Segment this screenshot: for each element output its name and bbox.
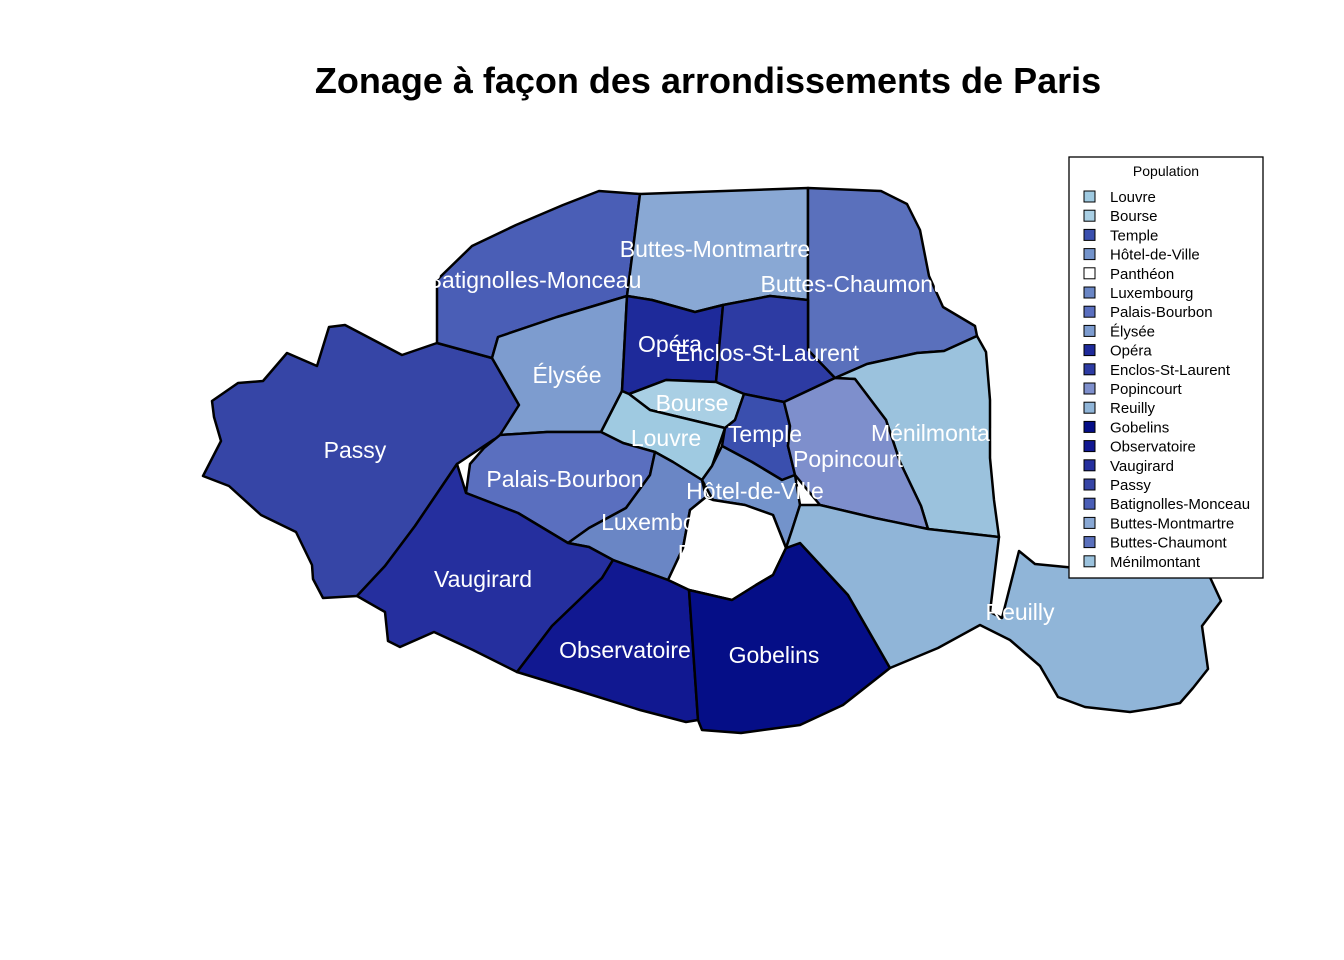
legend: Population Louvre Bourse Temple Hôtel-de-Vi… — [1068, 156, 1264, 579]
legend-swatch-luxembourg — [1083, 286, 1096, 299]
legend-label-pantheon: Panthéon — [1110, 266, 1174, 283]
legend-label-bourse: Bourse — [1110, 208, 1158, 225]
label-pantheon: Panthéon — [678, 540, 776, 566]
legend-label-louvre: Louvre — [1110, 189, 1156, 206]
district-vaugirard — [355, 462, 615, 674]
district-reuilly — [784, 503, 1223, 714]
legend-label-hotel-de-ville: Hôtel-de-Ville — [1110, 247, 1200, 264]
label-batignolles-monceau: Batignolles-Monceau — [427, 267, 642, 293]
legend-label-popincourt: Popincourt — [1110, 381, 1183, 398]
legend-box — [1068, 156, 1264, 579]
district-observatoire — [515, 558, 700, 724]
label-buttes-chaumont: Buttes-Chaumont — [761, 271, 941, 297]
label-observatoire: Observatoire — [559, 637, 691, 663]
legend-swatch-popincourt — [1083, 382, 1096, 395]
district-labels: Passy Batignolles-Monceau Buttes-Montmar… — [324, 236, 1055, 668]
legend-swatch-bourse — [1083, 209, 1096, 222]
label-passy: Passy — [324, 437, 387, 463]
legend-label-passy: Passy — [1110, 477, 1151, 494]
legend-label-batignolles-monceau: Batignolles-Monceau — [1110, 496, 1250, 513]
legend-swatch-palais-bourbon — [1083, 305, 1096, 318]
legend-label-buttes-montmartre: Buttes-Montmartre — [1110, 515, 1234, 532]
legend-label-enclos-st-laurent: Enclos-St-Laurent — [1110, 362, 1231, 379]
legend-swatch-menilmontant — [1083, 555, 1096, 568]
label-buttes-montmartre: Buttes-Montmartre — [620, 236, 810, 262]
legend-label-reuilly: Reuilly — [1110, 400, 1156, 417]
legend-swatch-pantheon — [1083, 267, 1096, 280]
legend-swatch-buttes-chaumont — [1083, 536, 1096, 549]
legend-label-palais-bourbon: Palais-Bourbon — [1110, 304, 1213, 321]
legend-entries: Louvre Bourse Temple Hôtel-de-Ville Panthéon… — [1083, 189, 1250, 571]
legend-label-vaugirard: Vaugirard — [1110, 458, 1174, 475]
legend-swatch-gobelins — [1083, 420, 1096, 433]
label-menilmontant: Ménilmontant — [871, 420, 1010, 446]
legend-title: Population — [1133, 163, 1199, 179]
legend-swatch-hotel-de-ville — [1083, 248, 1096, 261]
label-luxembourg: Luxembourg — [601, 509, 729, 535]
legend-swatch-enclos-st-laurent — [1083, 363, 1096, 376]
legend-swatch-batignolles-monceau — [1083, 497, 1096, 510]
legend-swatch-observatoire — [1083, 440, 1096, 453]
legend-swatch-temple — [1083, 228, 1096, 241]
label-hotel-de-ville: Hôtel-de-Ville — [686, 478, 824, 504]
label-elysee: Élysée — [532, 362, 601, 388]
legend-swatch-reuilly — [1083, 401, 1096, 414]
label-opera: Opéra — [638, 331, 702, 357]
districts — [201, 186, 1223, 735]
map-title: Zonage à façon des arrondissements de Pa… — [315, 60, 1101, 101]
label-temple: Temple — [728, 421, 802, 447]
legend-swatch-opera — [1083, 344, 1096, 357]
legend-swatch-elysee — [1083, 324, 1096, 337]
legend-label-gobelins: Gobelins — [1110, 419, 1169, 436]
label-vaugirard: Vaugirard — [434, 566, 532, 592]
legend-swatch-vaugirard — [1083, 459, 1096, 472]
legend-label-menilmontant: Ménilmontant — [1110, 554, 1201, 571]
legend-label-observatoire: Observatoire — [1110, 439, 1196, 456]
label-louvre: Louvre — [631, 425, 701, 451]
legend-label-temple: Temple — [1110, 227, 1158, 244]
label-gobelins: Gobelins — [729, 642, 820, 668]
legend-label-opera: Opéra — [1110, 343, 1152, 360]
label-reuilly: Reuilly — [985, 599, 1055, 625]
legend-swatch-louvre — [1083, 190, 1096, 203]
label-palais-bourbon: Palais-Bourbon — [486, 466, 643, 492]
label-popincourt: Popincourt — [793, 446, 904, 472]
legend-label-luxembourg: Luxembourg — [1110, 285, 1193, 302]
legend-swatch-buttes-montmartre — [1083, 516, 1096, 529]
legend-label-buttes-chaumont: Buttes-Chaumont — [1110, 535, 1228, 552]
legend-label-elysee: Élysée — [1110, 323, 1155, 340]
label-enclos-st-laurent: Enclos-St-Laurent — [675, 340, 860, 366]
legend-swatch-passy — [1083, 478, 1096, 491]
label-bourse: Bourse — [656, 390, 729, 416]
